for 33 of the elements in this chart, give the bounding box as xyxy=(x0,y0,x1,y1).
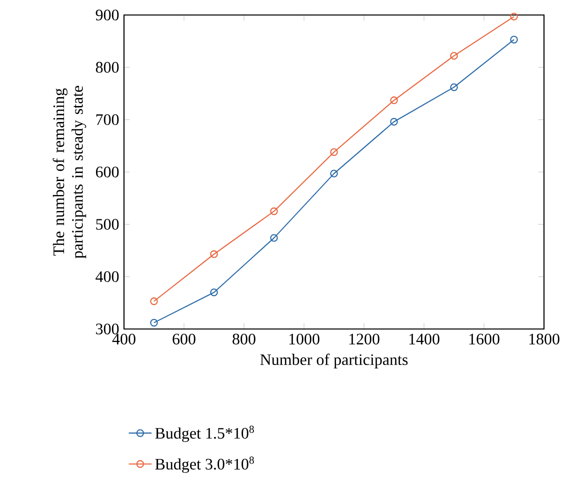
legend-label: Budget 3.0*10$^{8}$ xyxy=(155,456,254,473)
y-tick-label: 400 xyxy=(96,271,119,282)
x-tick-label: 1000 xyxy=(289,334,320,344)
y-tick-label: 800 xyxy=(96,62,119,73)
x-tick-label: 400 xyxy=(112,334,136,344)
point xyxy=(270,207,278,216)
x-tick-label: 1400 xyxy=(409,334,440,344)
y-tick-label: 900 xyxy=(96,10,119,20)
y-tick-label: 700 xyxy=(96,114,119,126)
y-axis-title: The number of remaining participants in steady state xyxy=(52,86,86,258)
x-axis-title: Number of participants xyxy=(260,354,408,368)
x-tick-label: 1800 xyxy=(529,334,560,344)
point xyxy=(390,118,398,126)
y-tick-label: 500 xyxy=(96,218,119,230)
point xyxy=(330,148,338,156)
y-tick-label: 600 xyxy=(96,166,119,178)
x-tick-label: 1200 xyxy=(349,334,380,344)
point xyxy=(330,170,338,178)
point xyxy=(150,318,158,327)
point xyxy=(150,297,158,306)
point xyxy=(210,250,218,258)
x-tick-label: 600 xyxy=(172,334,196,344)
legend-label: Budget 1.5*10$^{8}$ xyxy=(155,426,254,442)
point xyxy=(510,12,518,20)
x-tick-label: 800 xyxy=(232,334,256,344)
y-tick-label: 300 xyxy=(96,324,119,334)
point xyxy=(450,83,458,92)
x-tick-label: 1600 xyxy=(469,334,500,344)
point xyxy=(450,52,458,60)
point xyxy=(510,36,518,44)
point xyxy=(390,96,398,104)
point xyxy=(270,234,278,242)
point xyxy=(210,288,218,296)
